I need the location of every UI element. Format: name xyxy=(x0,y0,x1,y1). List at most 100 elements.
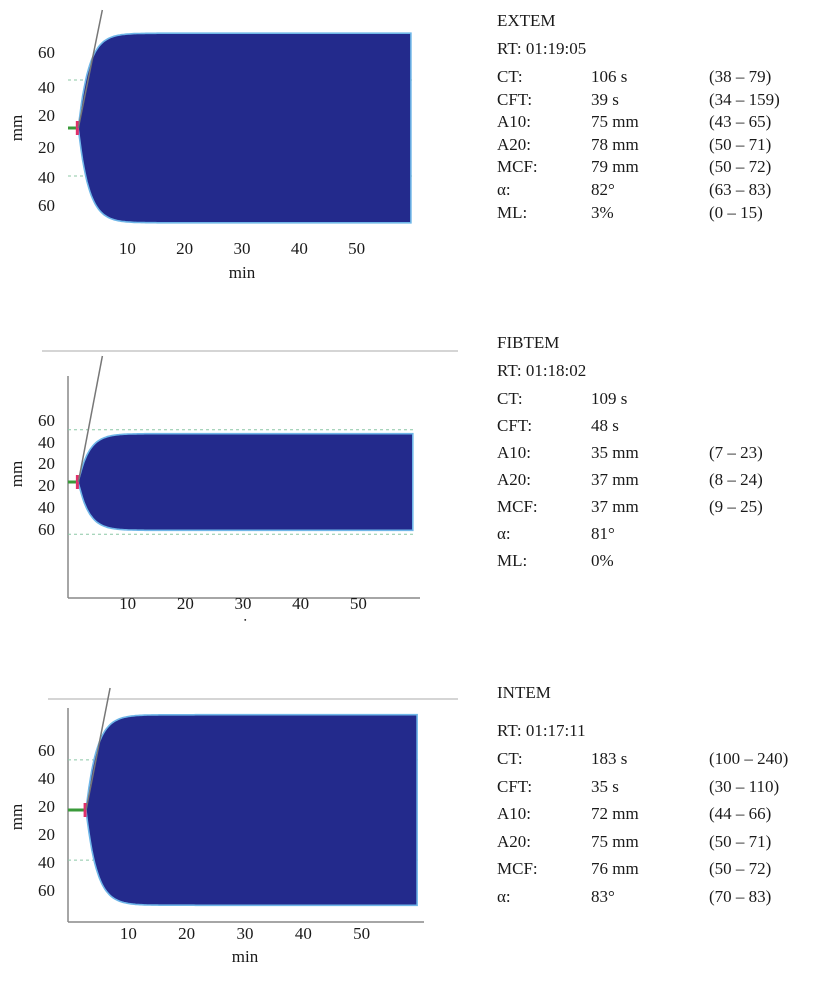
extem-trace xyxy=(77,32,412,224)
intem-trace xyxy=(85,713,418,907)
extem-y-tick: 60 xyxy=(38,43,55,62)
fibtem-panel: 60 40 20 20 40 60 mm 10 20 30 40 50 min FIBTEM RT: 0… xyxy=(0,322,825,622)
metric-key: α: xyxy=(497,180,511,199)
intem-x-tick: 10 xyxy=(120,924,137,943)
metric-value: 37 mm xyxy=(591,470,639,489)
metric-key: A20: xyxy=(497,134,531,154)
intem-chart: 60 40 20 20 40 60 mm 10 20 30 40 50 min xyxy=(7,687,424,966)
metric-key: α: xyxy=(497,886,511,906)
metric-value: 83° xyxy=(591,886,615,906)
intem-alpha-tangent xyxy=(85,687,111,811)
metric-value: 78 mm xyxy=(591,134,639,154)
metric-range: (0 – 15) xyxy=(709,202,763,222)
metric-key: CT: xyxy=(497,67,523,86)
intem-y-tick: 40 xyxy=(38,769,55,788)
metric-range: (34 – 159) xyxy=(709,89,780,109)
metric-value: 82° xyxy=(591,180,615,199)
metric-range: (44 – 66) xyxy=(709,804,772,823)
intem-x-tick: 20 xyxy=(178,924,195,943)
metric-key: A10: xyxy=(497,443,531,462)
fibtem-trace xyxy=(77,432,414,532)
fibtem-rt: RT: 01:18:02 xyxy=(497,361,587,380)
metric-range: (50 – 71) xyxy=(709,134,772,154)
metric-row: CFT: 39 s (34 – 159) xyxy=(497,91,825,111)
extem-panel: 60 40 20 20 40 60 mm 10 20 30 40 50 min EXTEM RT: 01… xyxy=(0,0,825,300)
fibtem-alpha-tangent xyxy=(77,355,104,483)
metric-range: (38 – 79) xyxy=(709,67,772,86)
fibtem-y-tick: 60 xyxy=(38,520,55,539)
intem-y-tick: 20 xyxy=(38,825,55,844)
metric-range: (100 – 240) xyxy=(709,749,789,768)
extem-x-tick: 40 xyxy=(291,239,308,258)
fibtem-title: FIBTEM xyxy=(497,333,560,352)
metric-key: A20: xyxy=(497,470,531,489)
metric-value: 75 mm xyxy=(591,112,639,132)
fibtem-y-tick: 20 xyxy=(38,454,55,473)
fibtem-y-tick: 40 xyxy=(38,498,55,517)
metric-key: CT: xyxy=(497,389,523,408)
intem-y-tick: 60 xyxy=(38,741,55,760)
intem-x-tick: 50 xyxy=(353,924,370,943)
metric-value: 75 mm xyxy=(591,831,639,851)
metric-key: CFT: xyxy=(497,416,533,435)
metric-row: A20: 78 mm (50 – 71) xyxy=(497,136,825,156)
intem-title: INTEM xyxy=(497,683,551,702)
metric-row: α: 82° (63 – 83) xyxy=(497,181,825,201)
metric-value: 79 mm xyxy=(591,157,639,177)
metric-row: CFT: 48 s xyxy=(497,417,825,437)
metric-row: CT: 109 s xyxy=(497,390,825,410)
metric-range: (43 – 65) xyxy=(709,112,772,132)
fibtem-x-tick: 20 xyxy=(177,594,194,613)
metric-value: 76 mm xyxy=(591,859,639,878)
metric-range: (9 – 25) xyxy=(709,497,763,516)
metric-row: α: 83° (70 – 83) xyxy=(497,888,825,908)
intem-panel: 60 40 20 20 40 60 mm 10 20 30 40 50 min INTEM RT: 01… xyxy=(0,672,825,972)
metric-value: 39 s xyxy=(591,89,619,109)
metric-row: α: 81° xyxy=(497,525,825,545)
metric-value: 48 s xyxy=(591,416,619,435)
metric-key: A10: xyxy=(497,804,531,823)
intem-y-tick: 60 xyxy=(38,881,55,900)
extem-title: EXTEM xyxy=(497,11,556,30)
metric-key: A10: xyxy=(497,112,531,132)
fibtem-y-tick: 40 xyxy=(38,433,55,452)
extem-y-tick: 20 xyxy=(38,138,55,157)
metric-value: 106 s xyxy=(591,67,628,86)
extem-y-tick: 20 xyxy=(38,106,55,125)
extem-y-tick: 60 xyxy=(38,196,55,215)
metric-value: 0% xyxy=(591,551,614,570)
metric-key: CT: xyxy=(497,749,523,768)
metric-row: ML: 3% (0 – 15) xyxy=(497,204,825,224)
metric-range: (30 – 110) xyxy=(709,776,780,796)
extem-x-tick: 50 xyxy=(348,239,365,258)
fibtem-x-tick: 30 xyxy=(235,594,252,613)
fibtem-y-tick: 60 xyxy=(38,411,55,430)
metric-value: 3% xyxy=(591,202,614,222)
extem-chart: 60 40 20 20 40 60 mm 10 20 30 40 50 min xyxy=(7,9,412,282)
metric-range: (63 – 83) xyxy=(709,180,772,199)
metric-row: MCF: 76 mm (50 – 72) xyxy=(497,860,825,880)
extem-x-tick: 10 xyxy=(119,239,136,258)
fibtem-x-tick: 50 xyxy=(350,594,367,613)
fibtem-x-tick: 40 xyxy=(292,594,309,613)
intem-y-label: mm xyxy=(7,804,26,830)
intem-x-tick: 30 xyxy=(237,924,254,943)
metric-value: 109 s xyxy=(591,389,628,408)
metric-row: MCF: 37 mm (9 – 25) xyxy=(497,498,825,518)
metric-key: A20: xyxy=(497,831,531,851)
metric-row: A10: 75 mm (43 – 65) xyxy=(497,113,825,133)
extem-y-tick: 40 xyxy=(38,78,55,97)
intem-top-rule xyxy=(48,698,458,700)
fibtem-x-tick: 10 xyxy=(119,594,136,613)
metric-key: ML: xyxy=(497,202,528,222)
metric-row: A20: 37 mm (8 – 24) xyxy=(497,471,825,491)
metric-range: (8 – 24) xyxy=(709,470,763,489)
metric-row: A10: 35 mm (7 – 23) xyxy=(497,444,825,464)
fibtem-top-rule xyxy=(42,350,458,352)
metric-range: (50 – 71) xyxy=(709,831,772,851)
metric-key: MCF: xyxy=(497,157,538,177)
extem-y-label: mm xyxy=(7,115,26,141)
metric-range: (50 – 72) xyxy=(709,859,772,878)
metric-range: (50 – 72) xyxy=(709,157,772,177)
extem-x-tick: 30 xyxy=(234,239,251,258)
